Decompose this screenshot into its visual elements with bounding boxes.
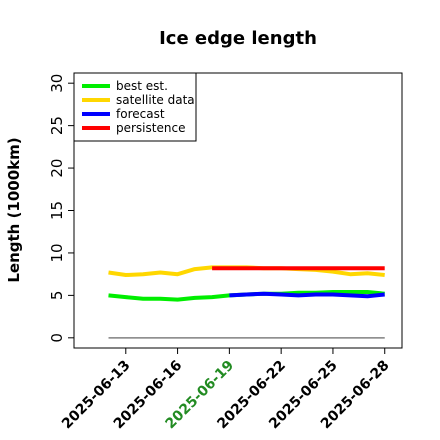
legend-entry: best est. (116, 79, 168, 93)
y-tick-label: 10 (48, 243, 66, 262)
chart-title: Ice edge length (159, 28, 317, 49)
legend: best est.satellite dataforecastpersisten… (73, 72, 197, 142)
y-tick-label: 25 (48, 116, 66, 135)
y-tick-label: 30 (48, 74, 66, 93)
y-axis-label: Length (1000km) (5, 137, 23, 282)
y-tick-label: 5 (48, 291, 66, 301)
y-tick-label: 20 (48, 159, 66, 178)
plot-area (108, 265, 385, 339)
legend-entry: satellite data (116, 93, 195, 107)
series-line-forecast (229, 291, 385, 299)
legend-entry: persistence (116, 121, 185, 135)
legend-entry: forecast (116, 107, 165, 121)
y-tick-label: 0 (48, 333, 66, 343)
y-tick-label: 15 (48, 201, 66, 220)
